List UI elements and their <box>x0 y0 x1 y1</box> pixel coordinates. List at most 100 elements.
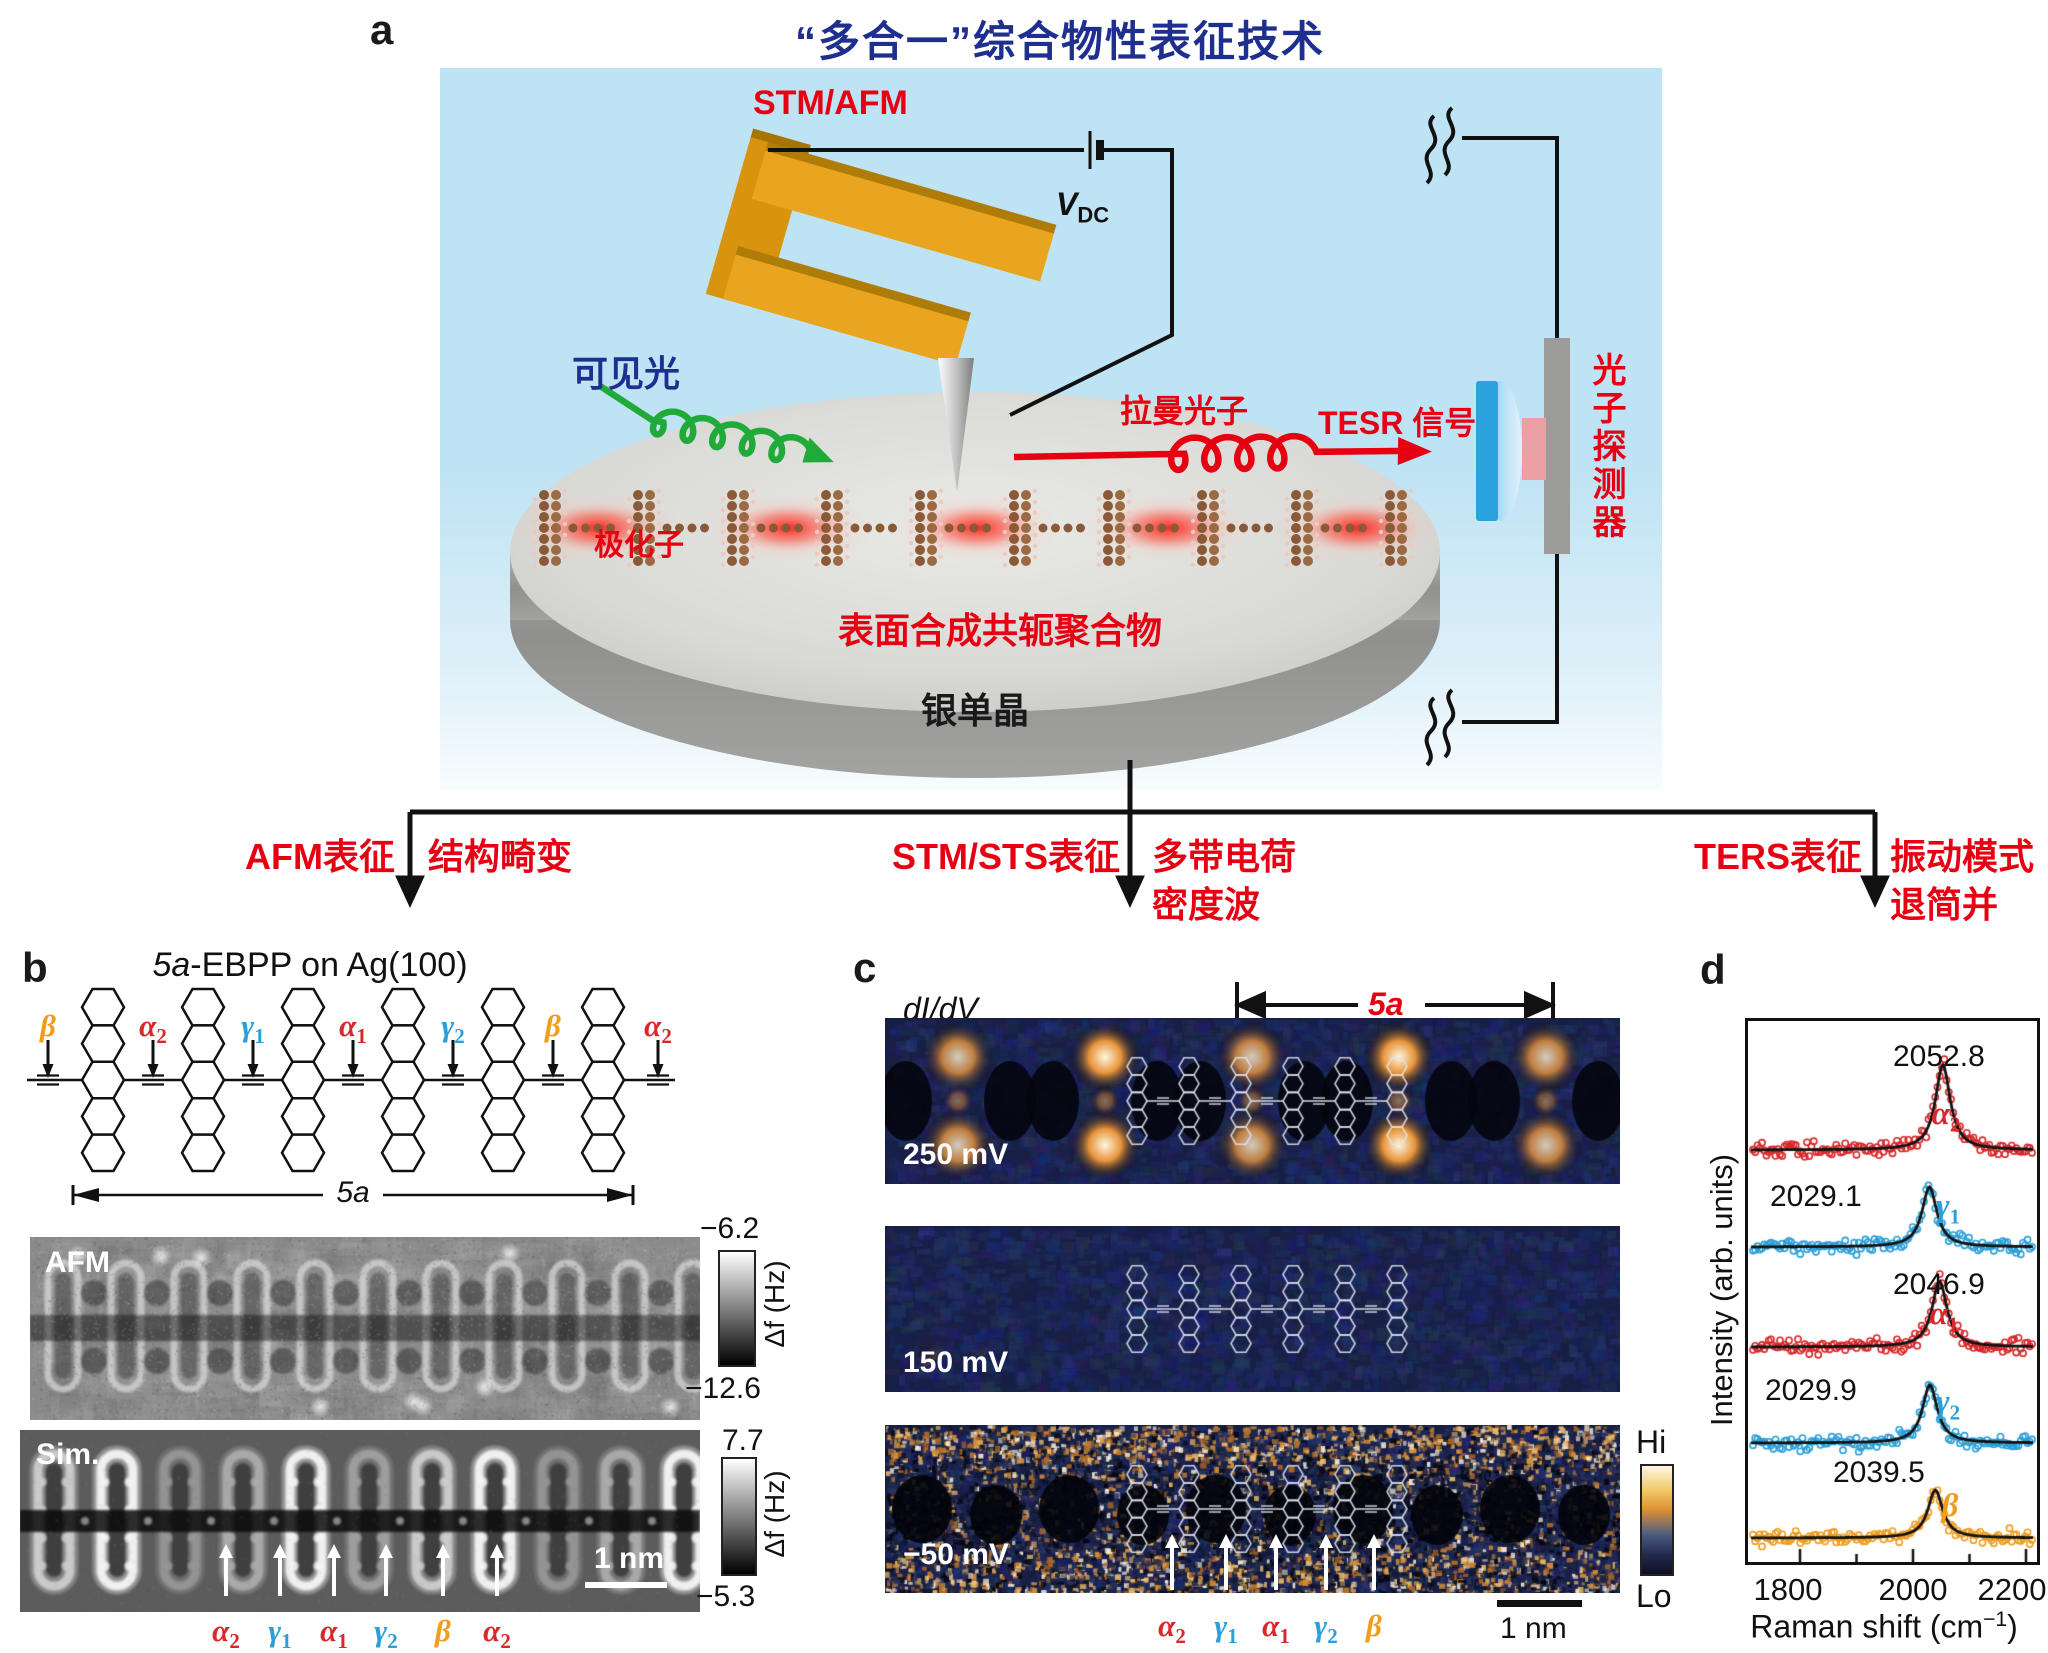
afm-cbar-min: −12.6 <box>685 1372 761 1405</box>
span-5a-label-b: 5a <box>323 1176 383 1210</box>
light-arrows <box>598 383 1432 474</box>
sim-image <box>20 1430 700 1612</box>
branch-afm-result: 结构畸变 <box>428 836 573 877</box>
greek-label-α1: α1 <box>1262 1608 1290 1649</box>
detector-plate <box>1544 338 1570 554</box>
panel-d-letter: d <box>1700 946 1726 993</box>
schematic-scene <box>440 68 1662 790</box>
scalebar-label-c: 1 nm <box>1500 1612 1567 1645</box>
bond-label-row: β α2 γ1 α1 γ2 β α2 <box>0 1008 740 1048</box>
y-axis-label: Intensity (arb. units) <box>1704 1153 1739 1427</box>
raman-photon-label: 拉曼光子 <box>1120 393 1249 429</box>
afm-image-label: AFM <box>45 1246 110 1279</box>
polaron-label: 极化子 <box>594 529 684 562</box>
greek-label-β: β <box>545 1008 561 1043</box>
bias-label-150mv: 150 mV <box>903 1346 1009 1379</box>
wire-break-icon <box>1424 114 1438 185</box>
series-label-beta: β <box>1941 1488 1959 1524</box>
wire-break-icon <box>1442 106 1456 177</box>
peak-value-alpha1: 2046.9 <box>1893 1268 1985 1301</box>
map-colorbar <box>1640 1464 1674 1576</box>
greek-label-γ2: γ2 <box>441 1008 465 1049</box>
photon-detector-assembly <box>1476 338 1570 554</box>
detector-circuit-wire <box>1424 106 1559 767</box>
peak-value-beta: 2039.5 <box>1833 1456 1925 1489</box>
panel-b-letter: b <box>22 944 48 991</box>
spectra-canvas <box>1748 1021 2037 1562</box>
sim-colorbar <box>721 1457 757 1576</box>
greek-label-β: β <box>435 1613 451 1648</box>
greek-label-β: β <box>40 1008 56 1043</box>
lens-body <box>1476 381 1498 521</box>
greek-label-β: β <box>1366 1608 1382 1643</box>
peak-value-alpha2: 2052.8 <box>1893 1040 1985 1073</box>
panel-b-title: 5a-EBPP on Ag(100) <box>100 946 520 985</box>
branch-arrows <box>395 760 1890 909</box>
visible-light-arrow <box>598 383 815 464</box>
greek-label-γ2: γ2 <box>1314 1608 1338 1649</box>
sim-image-label: Sim. <box>36 1438 100 1471</box>
arrowhead-icon <box>1397 437 1432 465</box>
scalebar-label-b: 1 nm <box>594 1542 665 1575</box>
scalebar-b <box>585 1582 667 1588</box>
series-label-alpha1: α1 <box>1929 1296 1959 1337</box>
sim-cbar-max: 7.7 <box>722 1424 764 1457</box>
span-5a-arrow-c <box>1234 982 1556 1028</box>
panel-a-title: “多合一”综合物性表征技术 <box>794 18 1325 65</box>
afm-cbar-unit: Δf (Hz) <box>759 1260 790 1348</box>
spectra-plot-box <box>1745 1018 2040 1565</box>
detector-sensor <box>1522 418 1546 480</box>
series-label-gamma1: γ1 <box>1935 1188 1961 1229</box>
series-label-alpha2: α2 <box>1931 1096 1961 1137</box>
vdc-subscript: DC <box>1077 202 1110 228</box>
x-label-main: Raman shift (cm <box>1750 1608 1984 1645</box>
series-label-gamma2: γ2 <box>1935 1384 1961 1425</box>
x-axis-label: Raman shift (cm−1) <box>1724 1608 2044 1646</box>
visible-light-label: 可见光 <box>572 353 681 394</box>
vdc-label: VDC <box>1056 186 1109 228</box>
greek-label-γ1: γ1 <box>1214 1608 1238 1649</box>
greek-label-α1: α1 <box>339 1008 367 1049</box>
branch-sts-result-2: 密度波 <box>1152 884 1261 925</box>
didv-map-150mv <box>885 1226 1620 1392</box>
didv-map-neg50mv <box>885 1425 1620 1593</box>
afm-cbar-max: −6.2 <box>700 1212 760 1245</box>
greek-label-α2: α2 <box>483 1613 511 1653</box>
branch-ters-result-2: 退简并 <box>1890 884 1999 925</box>
bias-label-neg50mv: −50 mV <box>903 1538 1009 1571</box>
x-tick-1800: 1800 <box>1753 1572 1823 1607</box>
greek-label-γ2: γ2 <box>374 1613 398 1653</box>
raman-signal-arrow <box>1013 432 1399 474</box>
scalebar-c <box>1497 1600 1582 1607</box>
stm-afm-sensor <box>705 128 1057 366</box>
afm-colorbar <box>718 1250 756 1367</box>
tesr-signal-label: TESR 信号 <box>1318 405 1477 441</box>
arrowhead-icon <box>802 437 834 463</box>
greek-label-α2: α2 <box>139 1008 167 1049</box>
probe-tip <box>938 358 974 492</box>
peak-value-gamma1: 2029.1 <box>1770 1180 1862 1213</box>
branch-afm-technique: AFM表征 <box>245 836 395 877</box>
x-tick-2200: 2200 <box>1977 1572 2047 1607</box>
sim-cbar-min: −5.3 <box>696 1580 756 1613</box>
panel-c-letter: c <box>853 944 877 991</box>
bias-label-250mv: 250 mV <box>903 1138 1009 1171</box>
x-label-close: ) <box>2007 1608 2018 1645</box>
didv-map-250mv <box>885 1018 1620 1184</box>
title-italic-part: 5a <box>152 946 191 984</box>
sim-arrow-label-row: α2 γ1 α1 γ2 β α2 <box>0 1613 740 1653</box>
stm-afm-label: STM/AFM <box>753 84 908 122</box>
branch-ters-result-1: 振动模式 <box>1890 836 2035 877</box>
wire-break-icon <box>1424 696 1438 767</box>
branch-sts-technique: STM/STS表征 <box>891 836 1120 877</box>
bias-circuit-wire <box>768 131 1174 417</box>
map-cbar-hi: Hi <box>1636 1424 1667 1460</box>
greek-label-α2: α2 <box>1158 1608 1186 1649</box>
branch-sts-result-1: 多带电荷 <box>1152 836 1297 877</box>
title-rest-part: -EBPP on Ag(100) <box>190 946 468 984</box>
photon-detector-label: 光子探测器 <box>1587 352 1625 542</box>
greek-label-α1: α1 <box>320 1613 348 1653</box>
peak-value-gamma2: 2029.9 <box>1765 1374 1857 1407</box>
polymer-label: 表面合成共轭聚合物 <box>837 610 1162 651</box>
